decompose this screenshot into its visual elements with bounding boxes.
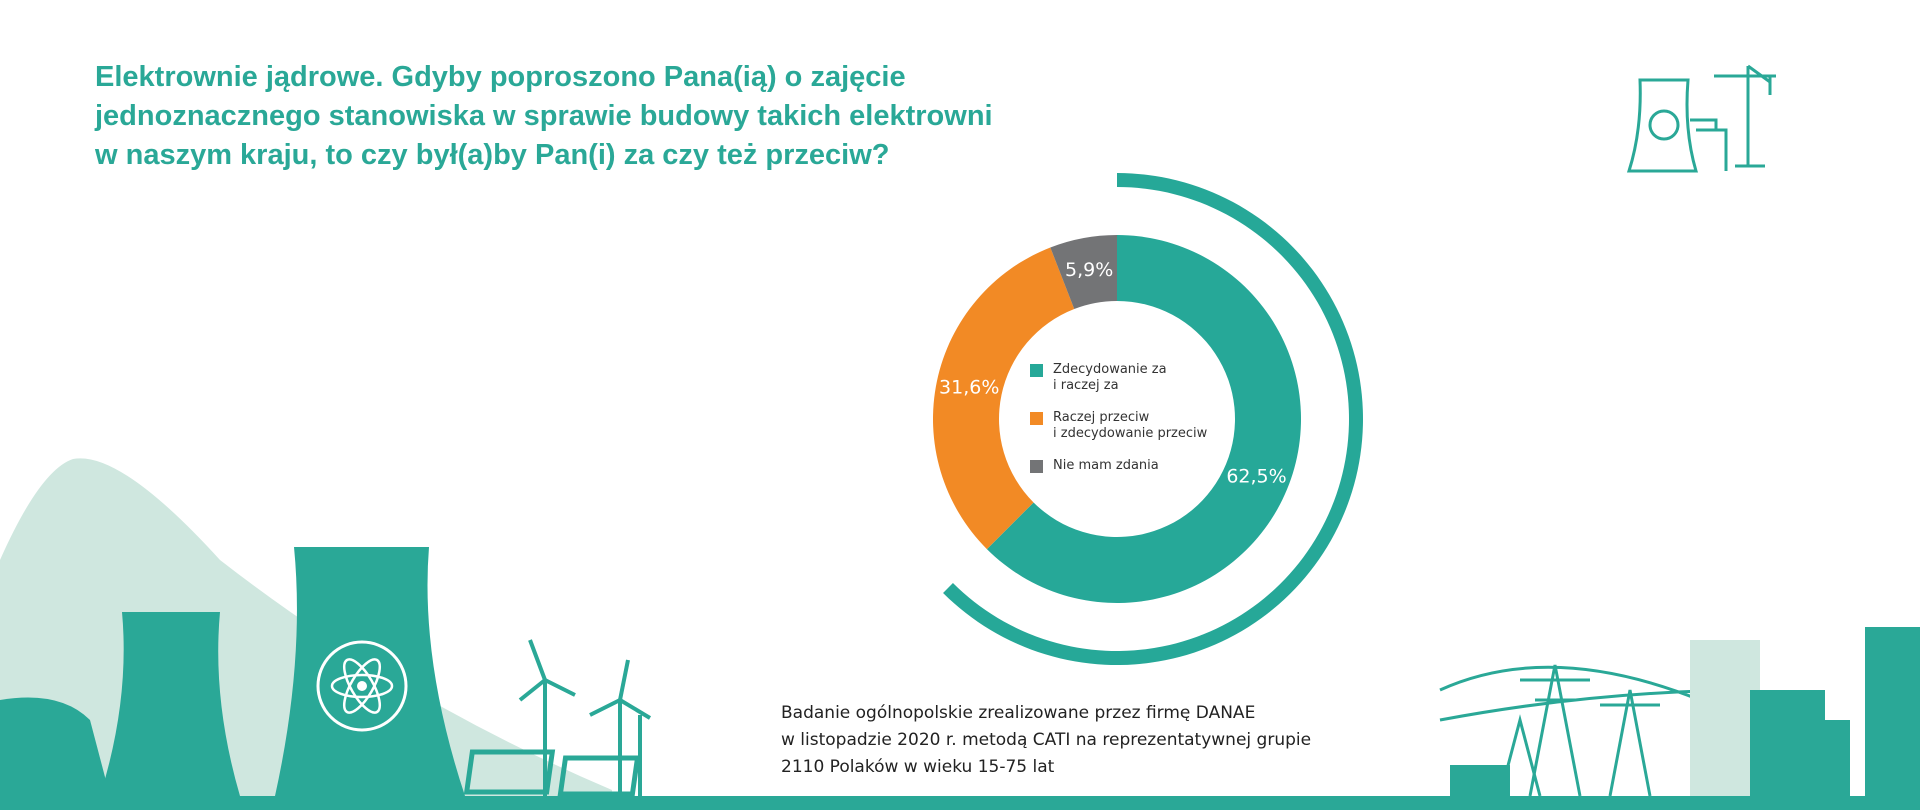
donut-segment	[1050, 235, 1117, 310]
donut-segment	[986, 235, 1301, 603]
source-note: Badanie ogólnopolskie zrealizowane przez…	[781, 703, 1312, 777]
legend-item: Nie mam zdania	[1030, 458, 1207, 474]
chart-title: Elektrownie jądrowe. Gdyby poproszono Pa…	[95, 61, 993, 171]
legend-swatch	[1030, 364, 1043, 377]
donut-segment	[932, 247, 1075, 550]
legend: Zdecydowanie za i raczej za Raczej przeci…	[1030, 362, 1207, 490]
legend-label: Raczej przeciw i zdecydowanie przeciw	[1053, 410, 1208, 441]
legend-label: Zdecydowanie za i raczej za	[1053, 362, 1167, 393]
legend-label: Nie mam zdania	[1053, 458, 1159, 473]
plant-icon	[1626, 64, 1776, 173]
value-label: 5,9%	[1065, 259, 1113, 281]
value-label: 62,5%	[1226, 465, 1286, 487]
legend-item: Zdecydowanie za i raczej za	[1030, 362, 1207, 394]
legend-item: Raczej przeciw i zdecydowanie przeciw	[1030, 410, 1207, 442]
background-illustration	[0, 458, 1920, 810]
highlight-arc	[943, 173, 1364, 665]
value-label: 31,6%	[939, 376, 999, 398]
legend-swatch	[1030, 460, 1043, 473]
legend-swatch	[1030, 412, 1043, 425]
